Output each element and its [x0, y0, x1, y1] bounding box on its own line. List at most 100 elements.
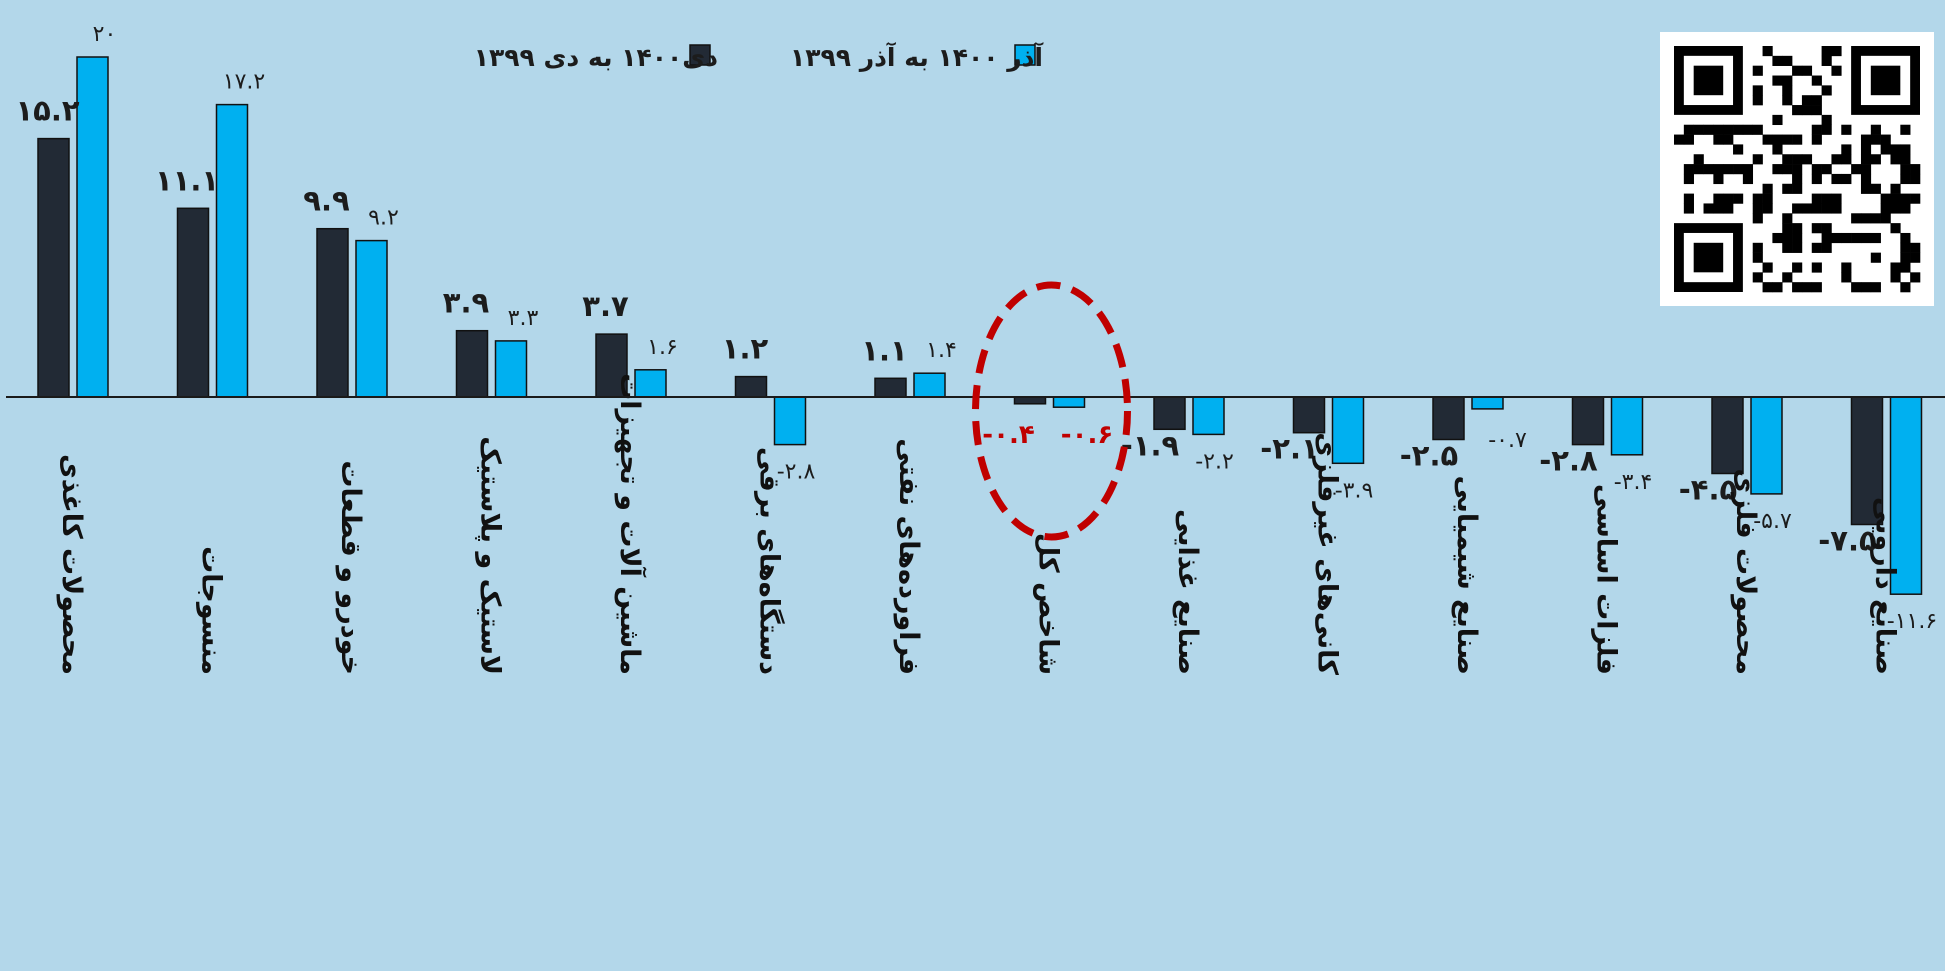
qr-module: [1801, 65, 1813, 76]
qr-module: [1742, 164, 1754, 175]
qr-module: [1900, 124, 1911, 135]
qr-finder-core: [1870, 65, 1901, 96]
qr-module: [1900, 203, 1911, 214]
qr-module: [1772, 114, 1783, 126]
qr-module: [1772, 134, 1783, 145]
qr-module: [1782, 95, 1793, 106]
data-label-series-1: ۳.۹: [443, 286, 490, 320]
qr-module: [1900, 262, 1911, 273]
qr-module: [1792, 134, 1803, 145]
qr-module: [1860, 232, 1872, 244]
data-label-series-2: -۳.۴: [1614, 470, 1653, 495]
qr-module: [1752, 154, 1763, 165]
qr-module: [1752, 242, 1763, 253]
qr-finder-core: [1693, 242, 1724, 273]
qr-module: [1801, 282, 1813, 293]
qr-module: [1900, 144, 1911, 155]
qr-module: [1860, 173, 1872, 185]
qr-module: [1782, 85, 1793, 96]
qr-module: [1792, 262, 1803, 273]
data-label-series-2: ۳.۳: [508, 306, 539, 331]
bar-series-2: [913, 372, 946, 398]
qr-module: [1762, 46, 1773, 57]
qr-module: [1870, 282, 1881, 293]
qr-module: [1792, 282, 1803, 293]
qr-module: [1811, 262, 1822, 273]
data-label-series-1: -۲.۱: [1260, 432, 1318, 466]
qr-module: [1792, 154, 1803, 165]
category-label: فراورده‌های نفتی: [893, 438, 924, 675]
category-label: محصولات فلزی: [1730, 468, 1761, 675]
data-label-series-1: ۱.۲: [722, 332, 769, 366]
data-label-series-1: -۰.۴: [982, 420, 1034, 450]
data-label-series-2: ۱.۴: [926, 338, 957, 363]
qr-module: [1821, 114, 1832, 126]
category-label: دستگاه‌های برقی: [754, 447, 786, 675]
qr-module: [1713, 134, 1724, 145]
data-label-series-1: -۴.۵: [1679, 473, 1737, 507]
qr-module: [1782, 272, 1793, 283]
qr-module: [1821, 85, 1832, 96]
qr-module: [1811, 282, 1822, 293]
data-label-series-2: -۱۱.۶: [1887, 609, 1937, 634]
qr-module: [1831, 173, 1842, 185]
qr-module: [1713, 164, 1724, 175]
legend-label-series-1: دی۱۴۰۰ به دی ۱۳۹۹: [474, 43, 718, 72]
qr-module: [1674, 134, 1685, 145]
qr-module: [1821, 232, 1832, 244]
qr-module: [1782, 232, 1793, 244]
qr-module: [1772, 55, 1783, 66]
data-label-series-1: -۲.۵: [1400, 439, 1458, 473]
qr-module: [1683, 173, 1694, 185]
qr-module: [1792, 173, 1803, 185]
qr-module: [1870, 134, 1881, 145]
qr-module: [1811, 75, 1822, 86]
data-label-series-2: -۳.۹: [1335, 478, 1374, 503]
qr-module: [1900, 282, 1911, 293]
category-label: خودرو و قطعات: [335, 460, 366, 675]
category-label: منسوجات: [196, 546, 227, 675]
bar-series-1: [1153, 396, 1186, 431]
qr-module: [1683, 164, 1694, 175]
qr-module: [1851, 213, 1862, 224]
bar-series-2: [76, 56, 109, 398]
qr-module: [1860, 213, 1872, 224]
qr-module: [1860, 164, 1872, 175]
qr-module: [1900, 193, 1911, 204]
legend-swatch-series-1: [689, 44, 711, 66]
qr-module: [1782, 164, 1793, 175]
category-label: محصولات کاغذی: [56, 454, 87, 675]
qr-module: [1742, 124, 1754, 135]
qr-module: [1851, 232, 1862, 244]
qr-module: [1762, 262, 1773, 273]
bar-series-1: [1432, 396, 1465, 441]
qr-module: [1792, 242, 1803, 253]
bar-series-1: [734, 375, 768, 398]
qr-module: [1880, 144, 1891, 155]
qr-module: [1762, 193, 1773, 204]
data-label-series-1: ۱.۱: [861, 333, 907, 367]
qr-module: [1811, 134, 1822, 145]
qr-module: [1821, 124, 1832, 135]
data-label-series-1: ۱۵.۲: [15, 94, 79, 128]
qr-module: [1870, 232, 1881, 244]
qr-module: [1880, 203, 1891, 214]
data-label-series-2: ۱۷.۲: [223, 70, 265, 95]
qr-module: [1752, 193, 1763, 204]
bar-series-2: [355, 239, 388, 398]
qr-module: [1811, 193, 1822, 204]
qr-module: [1910, 272, 1921, 283]
qr-module: [1752, 203, 1763, 214]
qr-module: [1782, 213, 1793, 224]
qr-module: [1782, 75, 1793, 86]
qr-module: [1723, 124, 1734, 135]
data-label-series-2: -۰.۷: [1488, 428, 1527, 453]
qr-module: [1733, 124, 1744, 135]
bar-series-2: [1471, 396, 1504, 410]
qr-module: [1841, 232, 1852, 244]
qr-module: [1870, 154, 1881, 165]
qr-module: [1880, 134, 1891, 145]
qr-module: [1772, 75, 1783, 86]
qr-module: [1880, 193, 1891, 204]
data-label-series-1: -۷.۵: [1818, 524, 1876, 558]
